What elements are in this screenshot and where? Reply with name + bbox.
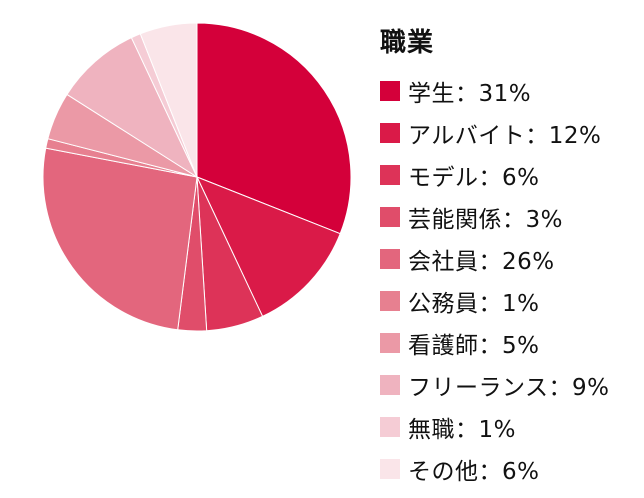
legend-label: フリーランス：9%	[408, 375, 610, 401]
pie-slice-1	[196, 176, 341, 318]
legend-label: 芸能関係：3%	[408, 207, 563, 233]
legend-label: 看護師：5%	[408, 333, 540, 359]
pie-slice-4	[42, 147, 198, 331]
legend-label: 学生：31%	[408, 81, 532, 107]
legend-swatch	[380, 81, 400, 101]
legend-swatch	[380, 375, 400, 395]
legend-item-5: 公務員：1%	[380, 280, 610, 322]
legend-swatch	[380, 291, 400, 311]
legend-swatch	[380, 249, 400, 269]
legend-item-0: 学生：31%	[380, 70, 610, 112]
legend-item-7: フリーランス：9%	[380, 364, 610, 406]
legend-swatch	[380, 165, 400, 185]
pie-slice-9	[139, 22, 198, 178]
legend-label: アルバイト：12%	[408, 123, 602, 149]
pie-slice-7	[66, 36, 199, 179]
legend-label: 無職：1%	[408, 417, 516, 443]
legend-label: 会社員：26%	[408, 249, 555, 275]
legend-swatch	[380, 333, 400, 353]
legend-item-6: 看護師：5%	[380, 322, 610, 364]
legend-item-9: その他：6%	[380, 448, 610, 490]
legend-swatch	[380, 123, 400, 143]
legend-item-1: アルバイト：12%	[380, 112, 610, 154]
pie-chart	[42, 22, 352, 332]
legend-item-2: モデル：6%	[380, 154, 610, 196]
legend-swatch	[380, 417, 400, 437]
legend-items: 学生：31% アルバイト：12% モデル：6% 芸能関係：3% 会社員：26% 公務員：1…	[380, 70, 610, 490]
legend-swatch	[380, 459, 400, 479]
legend-item-3: 芸能関係：3%	[380, 196, 610, 238]
legend-label: モデル：6%	[408, 165, 540, 191]
legend-label: その他：6%	[408, 459, 540, 485]
legend-label: 公務員：1%	[408, 291, 540, 317]
legend-item-4: 会社員：26%	[380, 238, 610, 280]
legend: 職業 学生：31% アルバイト：12% モデル：6% 芸能関係：3% 会社員：26% 公務…	[380, 26, 610, 490]
pie-slice-0	[196, 22, 352, 235]
legend-swatch	[380, 207, 400, 227]
legend-item-8: 無職：1%	[380, 406, 610, 448]
legend-title: 職業	[380, 28, 435, 58]
